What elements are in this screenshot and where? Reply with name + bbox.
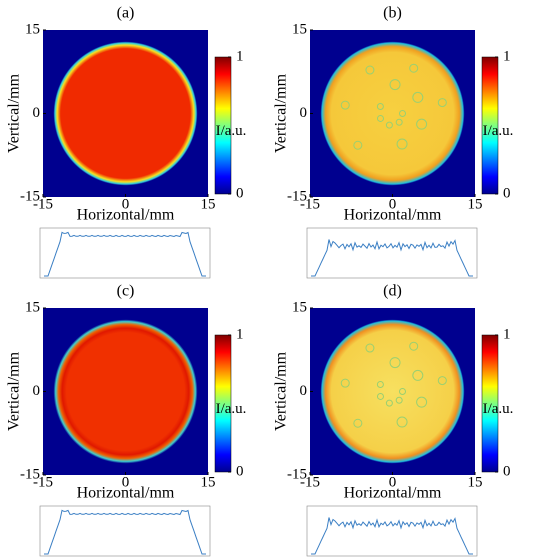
y-tick-label: 15 bbox=[292, 21, 307, 37]
y-tick-label: 0 bbox=[300, 383, 308, 399]
beam-spot bbox=[320, 319, 465, 464]
colorbar-tick-label: 0 bbox=[236, 185, 244, 201]
y-axis-label: Vertical/mm bbox=[273, 73, 290, 153]
colorbar-tick-label: 1 bbox=[236, 326, 244, 342]
x-tick-label: 15 bbox=[468, 474, 483, 490]
y-tick-label: -15 bbox=[20, 188, 40, 204]
panel: (b) Vertical/mm Horizontal/mm -15 0 15 -15 0 15 0… bbox=[273, 5, 514, 279]
speckle bbox=[389, 79, 401, 91]
speckle bbox=[376, 380, 384, 388]
speckle bbox=[399, 388, 406, 395]
x-tick-label: 0 bbox=[122, 474, 130, 490]
colorbar-label: I/a.u. bbox=[216, 123, 247, 139]
panel: (a) Vertical/mm Horizontal/mm -15 0 15 -15 0 15 0… bbox=[6, 5, 247, 279]
speckle bbox=[365, 343, 375, 353]
y-tick-label: 0 bbox=[33, 383, 41, 399]
beam-spot bbox=[53, 41, 198, 186]
colorbar-tick-label: 1 bbox=[503, 326, 511, 342]
x-axis-label: Horizontal/mm bbox=[344, 485, 442, 502]
speckle bbox=[416, 118, 428, 130]
speckle bbox=[412, 369, 424, 381]
speckle bbox=[376, 102, 384, 110]
speckle bbox=[385, 399, 393, 407]
speckle bbox=[376, 392, 384, 400]
y-axis-label: Vertical/mm bbox=[273, 351, 290, 431]
x-tick-label: -15 bbox=[33, 196, 53, 212]
speckle bbox=[395, 396, 403, 404]
y-tick-label: 15 bbox=[292, 299, 307, 315]
colorbar-tick-label: 1 bbox=[503, 48, 511, 64]
x-tick-label: 0 bbox=[389, 474, 397, 490]
speckle bbox=[412, 91, 424, 103]
speckle bbox=[399, 110, 406, 117]
speckle bbox=[395, 118, 403, 126]
x-tick-label: -15 bbox=[33, 474, 53, 490]
speckle bbox=[385, 121, 393, 129]
intensity-profile bbox=[44, 509, 206, 555]
speckle bbox=[396, 138, 408, 150]
colorbar-label: I/a.u. bbox=[216, 401, 247, 417]
panel-title: (c) bbox=[117, 283, 135, 300]
colorbar bbox=[214, 334, 232, 473]
intensity-profile bbox=[44, 231, 206, 277]
panel: (d) Vertical/mm Horizontal/mm -15 0 15 -15 0 15 0… bbox=[273, 283, 514, 557]
panel: (c) Vertical/mm Horizontal/mm -15 0 15 -15 0 15 0… bbox=[6, 283, 247, 557]
colorbar-tick-label: 1 bbox=[236, 48, 244, 64]
intensity-profile bbox=[311, 239, 473, 277]
x-tick-label: 0 bbox=[122, 196, 130, 212]
beam-spot bbox=[53, 319, 198, 464]
speckle bbox=[376, 114, 384, 122]
colorbar bbox=[481, 334, 499, 473]
y-axis-label: Vertical/mm bbox=[6, 73, 23, 153]
speckle bbox=[353, 140, 363, 150]
colorbar-tick-label: 0 bbox=[503, 185, 511, 201]
speckle bbox=[353, 418, 363, 428]
speckle bbox=[437, 98, 447, 108]
y-tick-label: -15 bbox=[287, 466, 307, 482]
x-tick-label: 15 bbox=[468, 196, 483, 212]
speckle bbox=[340, 100, 350, 110]
colorbar-label: I/a.u. bbox=[483, 123, 514, 139]
colorbar bbox=[481, 56, 499, 195]
x-axis-label: Horizontal/mm bbox=[77, 207, 175, 224]
x-tick-label: 15 bbox=[201, 196, 216, 212]
x-tick-label: -15 bbox=[300, 196, 320, 212]
colorbar-label: I/a.u. bbox=[483, 401, 514, 417]
x-tick-label: 15 bbox=[201, 474, 216, 490]
intensity-profile bbox=[311, 517, 473, 555]
profile-frame bbox=[306, 505, 478, 557]
speckle bbox=[389, 357, 401, 369]
colorbar-tick-label: 0 bbox=[236, 463, 244, 479]
speckle bbox=[409, 341, 419, 351]
x-axis-label: Horizontal/mm bbox=[344, 207, 442, 224]
colorbar-tick-label: 0 bbox=[503, 463, 511, 479]
profile-frame bbox=[39, 227, 211, 279]
panel-title: (b) bbox=[383, 5, 402, 22]
speckle bbox=[340, 378, 350, 388]
y-tick-label: 15 bbox=[25, 21, 40, 37]
panel-title: (d) bbox=[383, 283, 402, 300]
y-tick-label: 0 bbox=[33, 105, 41, 121]
speckle bbox=[416, 396, 428, 408]
colorbar bbox=[214, 56, 232, 195]
x-axis-label: Horizontal/mm bbox=[77, 485, 175, 502]
profile-frame bbox=[306, 227, 478, 279]
y-tick-label: 0 bbox=[300, 105, 308, 121]
x-tick-label: -15 bbox=[300, 474, 320, 490]
speckle bbox=[409, 63, 419, 73]
beam-spot bbox=[320, 41, 465, 186]
x-tick-label: 0 bbox=[389, 196, 397, 212]
y-axis-label: Vertical/mm bbox=[6, 351, 23, 431]
speckle bbox=[396, 416, 408, 428]
y-tick-label: -15 bbox=[287, 188, 307, 204]
y-tick-label: -15 bbox=[20, 466, 40, 482]
profile-frame bbox=[39, 505, 211, 557]
panel-title: (a) bbox=[117, 5, 135, 22]
y-tick-label: 15 bbox=[25, 299, 40, 315]
speckle bbox=[365, 65, 375, 75]
speckle bbox=[437, 376, 447, 386]
